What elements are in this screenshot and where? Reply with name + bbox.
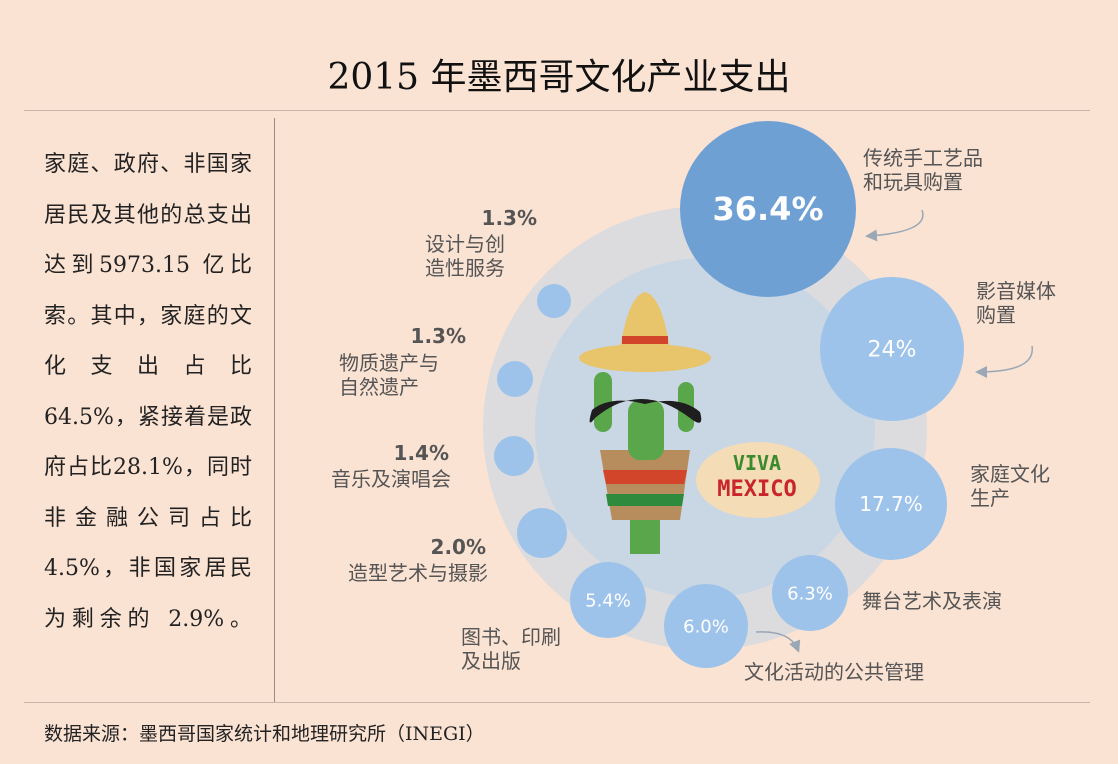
bubble (772, 555, 848, 631)
mascot-illustration: VIVA MEXICO (579, 292, 820, 554)
arrow-handicrafts (865, 209, 924, 242)
category-label: 传统手工艺品和玩具购置 (863, 146, 983, 194)
category-label: 物质遗产与自然遗产 (339, 351, 439, 399)
value-label: 2.0% (431, 535, 486, 559)
bubble (537, 284, 571, 318)
column-divider (274, 118, 275, 703)
arrow-public-admin (755, 631, 801, 653)
category-label: 影音媒体购置 (976, 279, 1056, 327)
summary-text: 家庭、政府、非国家居民及其他的总支出达到5973.15 亿比索。其中，家庭的文化… (44, 152, 252, 632)
data-source: 数据来源：墨西哥国家统计和地理研究所（INEGI） (44, 723, 485, 745)
category-label: 家庭文化生产 (970, 462, 1050, 510)
arrow-media (975, 345, 1033, 378)
value-label: 24% (868, 338, 917, 363)
value-label: 5.4% (585, 590, 631, 611)
poncho-stripe (606, 494, 684, 506)
bubble (494, 436, 534, 476)
badge-text-mexico: MEXICO (717, 477, 796, 502)
value-label: 36.4% (712, 190, 823, 228)
value-label: 6.0% (683, 616, 729, 637)
category-label: 文化活动的公共管理 (744, 660, 924, 684)
inner-disc (535, 258, 875, 598)
sombrero-crown (620, 292, 670, 350)
bubble (497, 361, 533, 397)
value-label: 1.3% (482, 206, 537, 230)
cactus-arm (594, 372, 612, 432)
bubble (517, 508, 567, 558)
viva-mexico-badge (696, 442, 820, 518)
poncho-shape (600, 450, 690, 520)
sombrero-band (622, 336, 668, 344)
badge-text-viva: VIVA (733, 451, 781, 475)
bubble (835, 448, 947, 560)
sombrero-brim (579, 344, 711, 372)
value-label: 1.4% (394, 441, 449, 465)
title-divider (24, 110, 1090, 111)
category-label: 设计与创造性服务 (425, 232, 505, 280)
bubble (680, 121, 856, 297)
bubble (820, 277, 964, 421)
cactus-trunk (630, 520, 660, 554)
bubble (570, 562, 646, 638)
cactus-body (628, 400, 664, 460)
category-label: 舞台艺术及表演 (862, 589, 1002, 613)
category-label: 图书、印刷及出版 (461, 625, 561, 673)
bubble (664, 584, 748, 668)
value-label: 6.3% (787, 583, 833, 604)
category-label: 造型艺术与摄影 (348, 561, 488, 585)
poncho-stripe (603, 470, 687, 484)
mustache (589, 399, 702, 423)
footer-divider (24, 702, 1090, 703)
value-label: 1.3% (411, 324, 466, 348)
chart-title: 2015 年墨西哥文化产业支出 (327, 57, 791, 98)
category-label: 音乐及演唱会 (331, 467, 451, 491)
value-label: 17.7% (859, 492, 923, 516)
